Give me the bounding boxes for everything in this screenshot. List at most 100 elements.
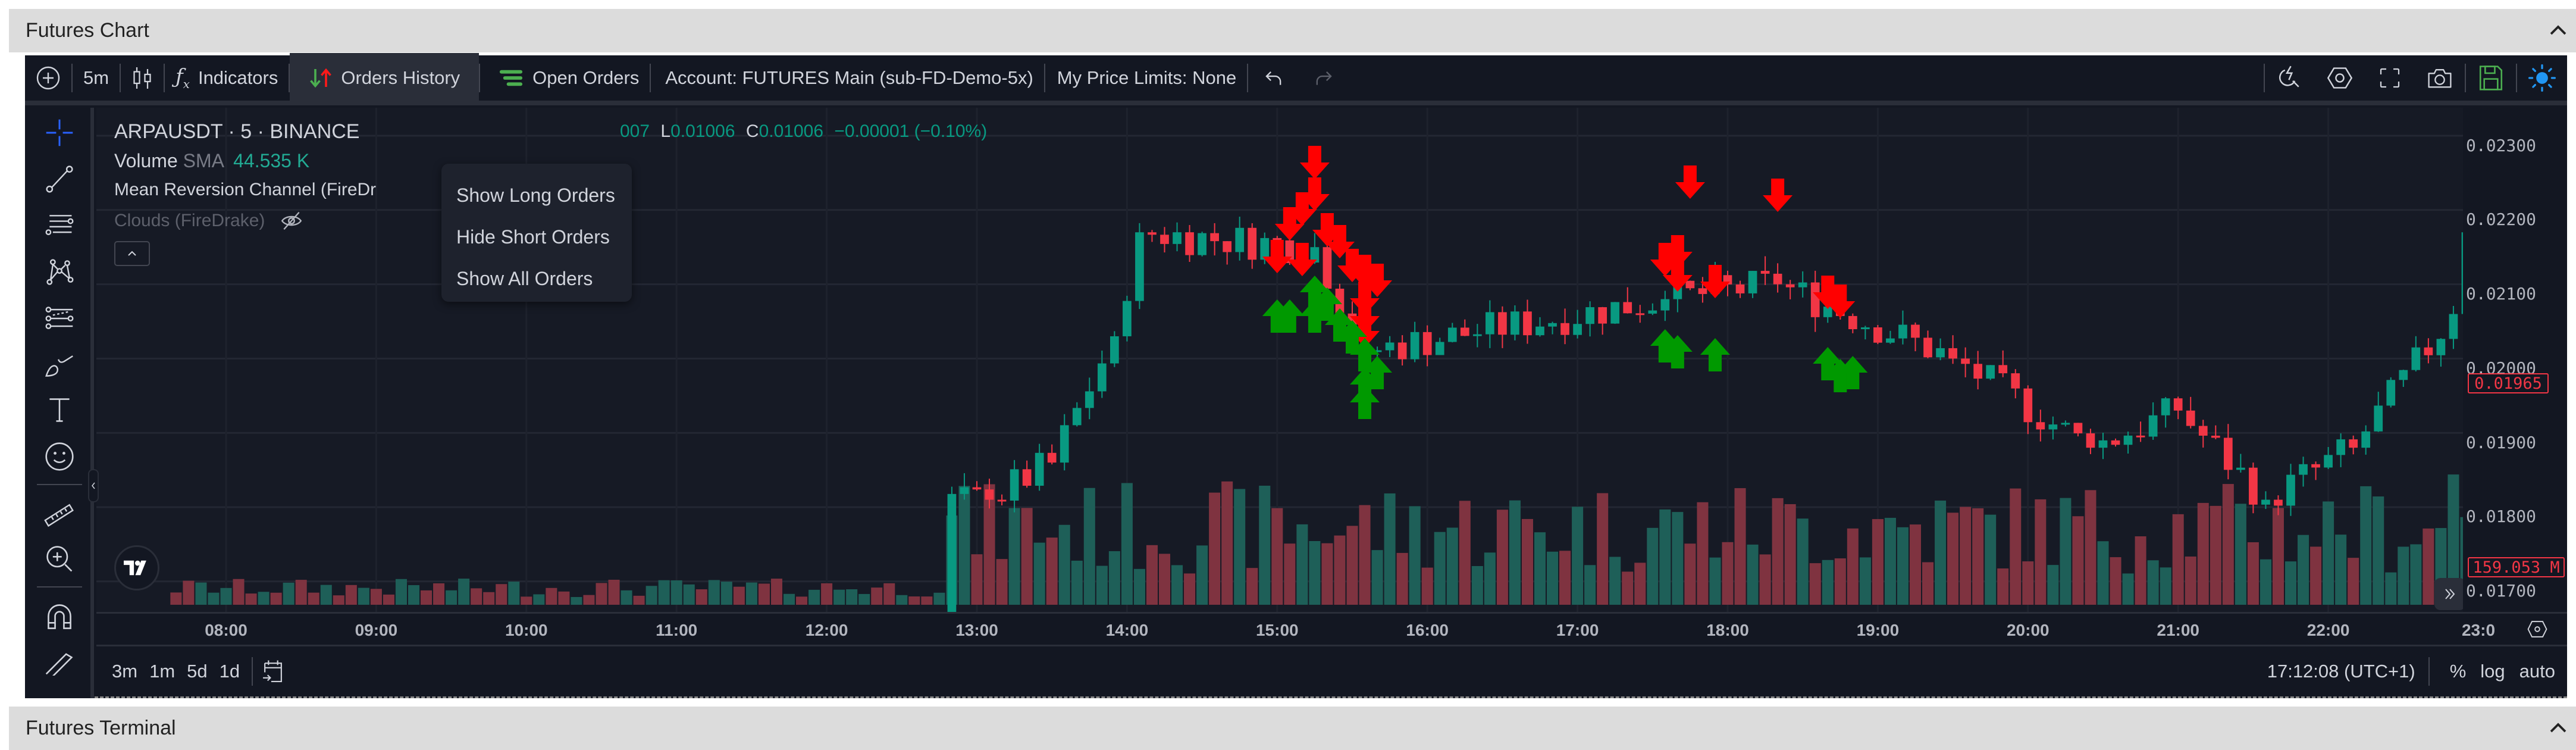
indicator-mrc-legend[interactable]: Mean Reversion Channel (FireDrake) bbox=[114, 174, 376, 205]
futures-chart-panel-header[interactable]: Futures Chart bbox=[9, 9, 2576, 52]
buy-order-marker[interactable] bbox=[1350, 386, 1380, 419]
text-icon bbox=[49, 398, 70, 422]
buy-order-marker[interactable] bbox=[1324, 308, 1355, 342]
buy-order-marker[interactable] bbox=[1350, 338, 1380, 371]
price-axis[interactable]: 0.02300 0.02200 0.02100 0.02000 0.01900 … bbox=[2463, 108, 2567, 612]
fib-icon bbox=[45, 307, 74, 329]
time-label: 23:0 bbox=[2461, 621, 2496, 639]
crosshair-icon bbox=[46, 119, 73, 146]
drawing-tools-sidebar bbox=[25, 108, 94, 698]
time-label: 10:00 bbox=[504, 621, 548, 639]
symbol-title[interactable]: ARPAUSDT · 5 · BINANCE bbox=[114, 120, 360, 143]
magnet-tool[interactable] bbox=[42, 599, 77, 635]
fullscreen-button[interactable] bbox=[2365, 53, 2415, 103]
auto-scale-toggle[interactable]: auto bbox=[2519, 661, 2555, 682]
buy-order-marker[interactable] bbox=[1650, 329, 1680, 362]
quick-search-button[interactable] bbox=[2265, 53, 2315, 103]
stay-in-drawing-tool[interactable] bbox=[42, 646, 77, 676]
ohlc-c-label: C bbox=[745, 121, 759, 141]
panel-title: Futures Terminal bbox=[26, 717, 176, 739]
theme-toggle-button[interactable] bbox=[2517, 53, 2567, 103]
sell-order-marker[interactable] bbox=[1274, 207, 1305, 240]
sell-order-marker[interactable] bbox=[1662, 258, 1693, 292]
sell-order-marker[interactable] bbox=[1700, 265, 1730, 298]
pattern-tool[interactable] bbox=[42, 254, 77, 290]
go-to-date-button[interactable] bbox=[261, 658, 285, 685]
range-1m-button[interactable]: 1m bbox=[149, 661, 176, 682]
price-chart-canvas[interactable]: ARPAUSDT · 5 · BINANCE Volume SMA 44.535… bbox=[96, 108, 2463, 612]
chart-type-button[interactable] bbox=[121, 53, 164, 103]
volume-sma-label: SMA bbox=[183, 150, 224, 171]
hidden-eye-icon[interactable] bbox=[280, 210, 303, 232]
last-volume-badge: 159.053 M bbox=[2468, 557, 2565, 577]
chevron-left-icon bbox=[92, 482, 95, 489]
buy-order-marker[interactable] bbox=[1312, 288, 1342, 321]
brush-tool[interactable] bbox=[42, 347, 77, 383]
redo-button[interactable] bbox=[1300, 53, 1346, 103]
buy-order-marker[interactable] bbox=[1838, 356, 1868, 389]
futures-terminal-panel-header[interactable]: Futures Terminal bbox=[9, 707, 2576, 750]
buy-order-marker[interactable] bbox=[1700, 338, 1730, 371]
zoom-in-tool[interactable] bbox=[42, 541, 77, 577]
range-5d-button[interactable]: 5d bbox=[187, 661, 208, 682]
collapse-chevron-icon[interactable] bbox=[2547, 717, 2569, 739]
tradingview-logo[interactable] bbox=[114, 545, 159, 590]
buy-order-marker[interactable] bbox=[1362, 356, 1393, 389]
axis-settings-button[interactable] bbox=[2527, 620, 2548, 642]
sell-order-marker[interactable] bbox=[1299, 146, 1330, 179]
ohlc-values: 007 L0.01006 C0.01006 −0.00001 (−0.10%) bbox=[620, 116, 987, 147]
account-selector[interactable]: Account: FUTURES Main (sub-FD-Demo-5x) bbox=[651, 53, 1043, 103]
range-1d-button[interactable]: 1d bbox=[219, 661, 240, 682]
open-orders-button[interactable]: Open Orders bbox=[480, 53, 650, 103]
buy-order-marker[interactable] bbox=[1274, 299, 1305, 333]
trend-line-tool[interactable] bbox=[42, 161, 77, 197]
panel-title: Futures Chart bbox=[26, 19, 149, 42]
clock-timezone[interactable]: 17:12:08 (UTC+1) bbox=[2267, 661, 2415, 682]
sell-order-marker[interactable] bbox=[1662, 235, 1693, 268]
price-limits-button[interactable]: My Price Limits: None bbox=[1045, 53, 1247, 103]
add-symbol-button[interactable] bbox=[25, 53, 71, 103]
text-tool[interactable] bbox=[42, 392, 77, 428]
sell-order-marker[interactable] bbox=[1350, 282, 1380, 315]
collapse-chevron-icon[interactable] bbox=[2547, 20, 2569, 41]
menu-show-all-orders[interactable]: Show All Orders bbox=[456, 267, 593, 289]
sell-order-marker[interactable] bbox=[1675, 165, 1705, 199]
crosshair-tool[interactable] bbox=[42, 115, 77, 151]
screenshot-button[interactable] bbox=[2415, 53, 2465, 103]
indicator-clouds-legend[interactable]: Clouds (FireDrake) bbox=[114, 205, 376, 236]
sidebar-collapse-handle[interactable] bbox=[88, 469, 99, 502]
buy-order-marker[interactable] bbox=[1337, 320, 1367, 354]
indicator-mrc-label: Mean Reversion Channel (FireDrake) bbox=[114, 180, 376, 199]
undo-button[interactable] bbox=[1248, 53, 1300, 103]
emoji-tool[interactable] bbox=[42, 439, 77, 474]
chart-widget: 5m ƒx Indicators Orders History Open Ord… bbox=[25, 53, 2567, 698]
scroll-to-realtime-button[interactable] bbox=[2434, 578, 2463, 610]
buy-order-marker[interactable] bbox=[1813, 347, 1843, 380]
sell-order-marker[interactable] bbox=[1262, 240, 1292, 273]
settings-button[interactable] bbox=[2315, 53, 2365, 103]
indicators-button[interactable]: ƒx Indicators bbox=[165, 53, 289, 103]
buy-order-marker[interactable] bbox=[1662, 335, 1693, 368]
interval-button[interactable]: 5m bbox=[73, 53, 120, 103]
magnet-icon bbox=[48, 604, 71, 629]
volume-legend[interactable]: Volume SMA 44.535 K bbox=[114, 147, 376, 174]
time-label: 16:00 bbox=[1406, 621, 1449, 639]
menu-show-long-orders[interactable]: Show Long Orders bbox=[456, 184, 615, 206]
buy-order-marker[interactable] bbox=[1299, 276, 1330, 309]
measure-tool[interactable] bbox=[42, 496, 77, 532]
sell-order-marker[interactable] bbox=[1763, 179, 1793, 212]
fib-retracement-tool[interactable] bbox=[42, 301, 77, 336]
time-label: 15:00 bbox=[1255, 621, 1299, 639]
sell-order-marker[interactable] bbox=[1825, 285, 1856, 318]
menu-hide-short-orders[interactable]: Hide Short Orders bbox=[456, 226, 610, 248]
range-3m-button[interactable]: 3m bbox=[112, 661, 138, 682]
percent-scale-toggle[interactable]: % bbox=[2449, 661, 2467, 682]
legend-collapse-button[interactable] bbox=[114, 241, 150, 266]
log-scale-toggle[interactable]: log bbox=[2480, 661, 2505, 682]
volume-label: Volume bbox=[114, 150, 178, 171]
orders-history-button[interactable]: Orders History bbox=[290, 53, 480, 103]
parallel-channel-tool[interactable] bbox=[42, 208, 77, 243]
save-layout-button[interactable] bbox=[2466, 53, 2516, 103]
time-axis[interactable]: 08:00 09:00 10:00 11:00 12:00 13:00 14:00 15:00… bbox=[96, 612, 2567, 646]
sell-order-marker[interactable] bbox=[1287, 243, 1317, 276]
